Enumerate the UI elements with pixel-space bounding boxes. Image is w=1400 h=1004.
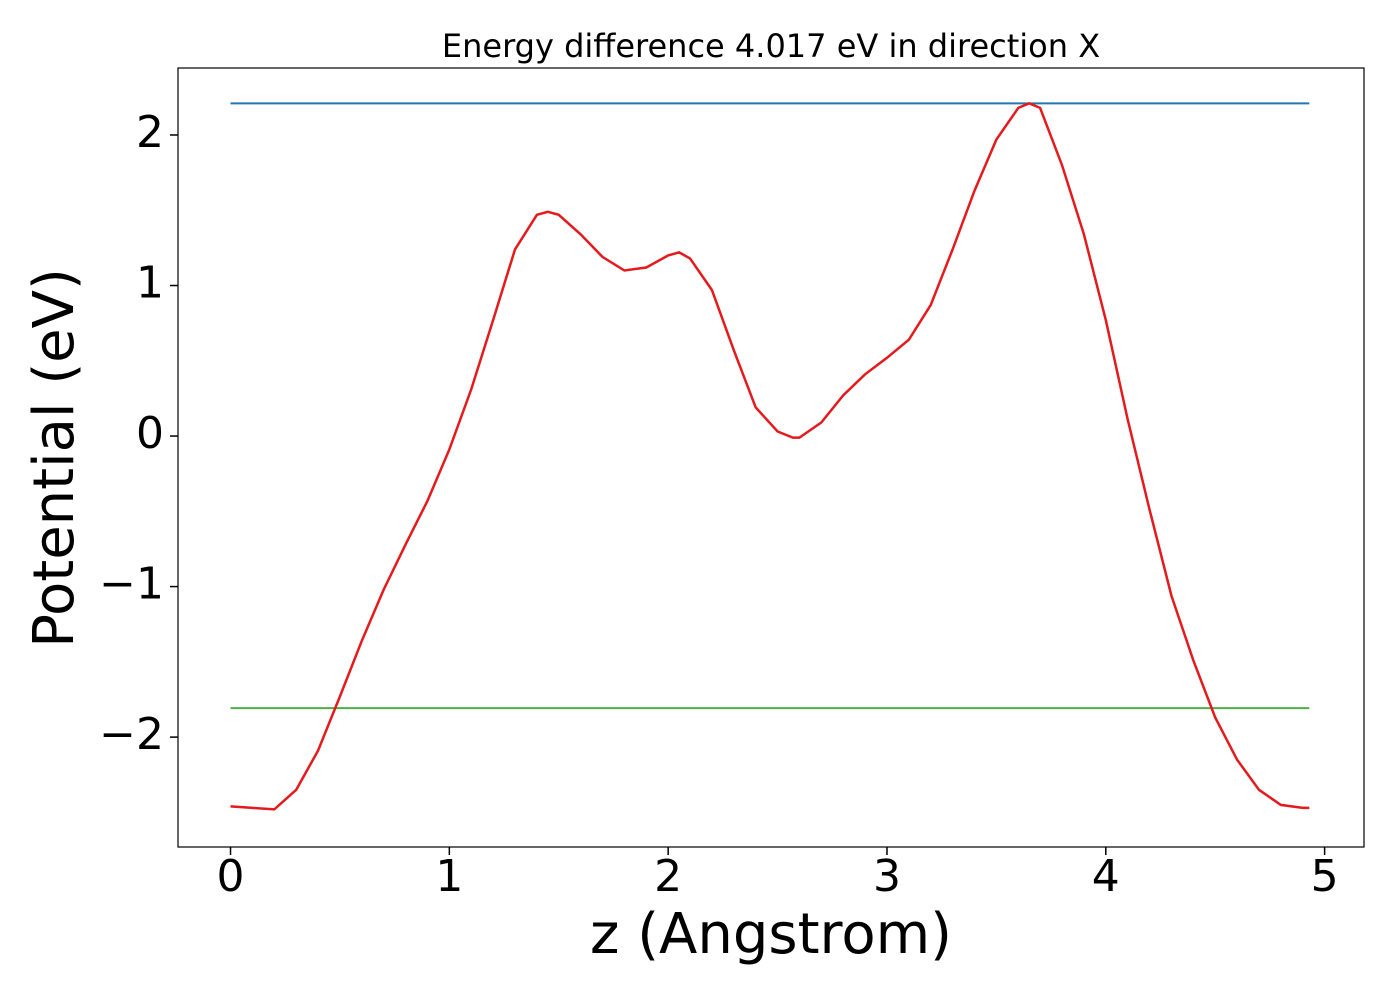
chart-title: Energy difference 4.017 eV in direction … <box>442 27 1100 65</box>
x-tick-label: 2 <box>654 851 682 902</box>
y-tick-label: −1 <box>99 559 164 610</box>
x-axis-label: z (Angstrom) <box>590 902 952 967</box>
y-tick-label: 0 <box>136 408 164 459</box>
plot-frame <box>177 67 1365 848</box>
y-axis-label: Potential (eV) <box>22 268 87 648</box>
y-tick-label: 1 <box>136 258 164 309</box>
x-tick-label: 5 <box>1311 851 1339 902</box>
y-tick-label: −2 <box>99 709 164 760</box>
data-line <box>230 102 1310 811</box>
y-tick-label: 2 <box>136 107 164 158</box>
x-tick-label: 1 <box>435 851 463 902</box>
x-tick-label: 4 <box>1092 851 1120 902</box>
x-tick-label: 0 <box>217 851 245 902</box>
x-tick-label: 3 <box>873 851 901 902</box>
